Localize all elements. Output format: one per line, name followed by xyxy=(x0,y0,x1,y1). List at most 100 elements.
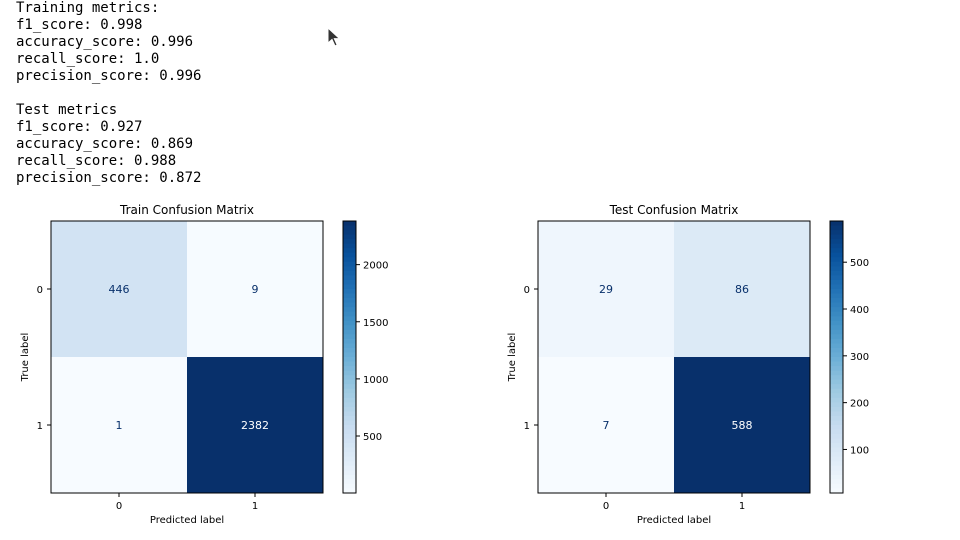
test-colorbar-segment xyxy=(830,352,843,358)
test-colorbar-segment xyxy=(830,447,843,453)
train-colorbar-segment xyxy=(343,311,356,317)
test-colorbar-segment xyxy=(830,470,843,476)
train-x-tick-label-1: 1 xyxy=(252,501,258,512)
train-colorbar-segment xyxy=(343,402,356,408)
train-colorbar-tick-label-2: 1500 xyxy=(363,318,388,329)
train-colorbar-segment xyxy=(343,284,356,290)
test-x-tick-label-0: 0 xyxy=(603,501,609,512)
test-colorbar-segment xyxy=(830,347,843,354)
test-colorbar-segment xyxy=(830,443,843,449)
train-colorbar-segment xyxy=(343,461,356,467)
cell-output: Training metrics: f1_score: 0.998 accuracy… xyxy=(16,0,201,187)
train-colorbar-segment xyxy=(343,465,356,471)
test-colorbar-segment xyxy=(830,225,843,231)
test-colorbar-segment xyxy=(830,379,843,385)
train-colorbar-segment xyxy=(343,438,356,444)
mouse-cursor-icon xyxy=(327,27,341,47)
test-colorbar-segment xyxy=(830,370,843,376)
test-colorbar-segment xyxy=(830,221,843,227)
train-colorbar-segment xyxy=(343,415,356,422)
test-colorbar-segment xyxy=(830,357,843,363)
train-colorbar-segment xyxy=(343,334,356,340)
train-colorbar-segment xyxy=(343,479,356,485)
train-colorbar-segment xyxy=(343,298,356,304)
test-colorbar-segment xyxy=(830,461,843,467)
test-colorbar-segment xyxy=(830,307,843,313)
train-colorbar-segment xyxy=(343,425,356,431)
test-colorbar-segment xyxy=(830,329,843,335)
train-colorbar-segment xyxy=(343,375,356,381)
test-cell-0-1 xyxy=(674,221,810,357)
train-colorbar-segment xyxy=(343,456,356,462)
test-matrix-title: Test Confusion Matrix xyxy=(609,203,739,217)
train-x-axis-label: Predicted label xyxy=(150,515,224,526)
train-colorbar-segment xyxy=(343,289,356,295)
train-colorbar-segment xyxy=(343,257,356,263)
train-colorbar-segment xyxy=(343,379,356,385)
train-colorbar-segment xyxy=(343,307,356,313)
train-colorbar-segment xyxy=(343,447,356,453)
test-colorbar-segment xyxy=(830,465,843,471)
test-colorbar-segment xyxy=(830,284,843,290)
train-colorbar-segment xyxy=(343,221,356,227)
test-colorbar-segment xyxy=(830,434,843,440)
train-colorbar-segment xyxy=(343,252,356,258)
test-y-tick-label-0: 0 xyxy=(524,285,530,296)
train-confusion-matrix: 446 9 1 2382 Train Confusion Matrix 0 1 0 1 Predi… xyxy=(20,203,388,526)
train-colorbar-segment xyxy=(343,488,356,494)
train-recall-line: recall_score: 1.0 xyxy=(16,51,160,67)
train-colorbar-segment xyxy=(343,234,356,240)
train-colorbar-segment xyxy=(343,483,356,490)
test-cell-1-0 xyxy=(538,357,674,493)
test-cell-value-0-0: 29 xyxy=(599,283,613,296)
train-colorbar-segment xyxy=(343,275,356,281)
train-colorbar-segment xyxy=(343,320,356,326)
train-colorbar-segment xyxy=(343,388,356,394)
test-colorbar-segment xyxy=(830,289,843,295)
test-colorbar-segment xyxy=(830,474,843,480)
train-cell-value-1-1: 2382 xyxy=(241,419,269,432)
test-colorbar-segment xyxy=(830,366,843,372)
train-colorbar-frame xyxy=(342,220,357,494)
train-colorbar-segment xyxy=(343,343,356,349)
train-colorbar-segment xyxy=(343,248,356,254)
test-colorbar-segment xyxy=(830,393,843,399)
test-colorbar-segment xyxy=(830,302,843,308)
train-colorbar-tick-label-3: 2000 xyxy=(363,261,388,272)
train-colorbar-segment xyxy=(343,420,356,426)
train-y-tick-label-1: 1 xyxy=(37,421,43,432)
train-cell-0-0 xyxy=(51,221,187,357)
test-colorbar-segment xyxy=(830,230,843,236)
train-colorbar-tick-label-1: 1000 xyxy=(363,375,388,386)
train-x-tick-label-0: 0 xyxy=(116,501,122,512)
test-colorbar-segment xyxy=(830,452,843,458)
train-cell-1-1 xyxy=(187,357,323,493)
train-colorbar-segment xyxy=(343,266,356,272)
train-colorbar-segment xyxy=(343,243,356,249)
train-colorbar-segment xyxy=(343,434,356,440)
train-f1-line: f1_score: 0.998 xyxy=(16,17,143,33)
test-colorbar-segment xyxy=(830,275,843,281)
test-colorbar-segment xyxy=(830,279,843,286)
train-colorbar-segment xyxy=(343,393,356,399)
test-colorbar-segment xyxy=(830,456,843,462)
test-colorbar-segment xyxy=(830,384,843,390)
test-colorbar-segment xyxy=(830,415,843,422)
train-colorbar-segment xyxy=(343,293,356,299)
train-matrix-title: Train Confusion Matrix xyxy=(119,203,254,217)
train-colorbar-segment xyxy=(343,406,356,412)
test-colorbar-segment xyxy=(830,316,843,322)
train-colorbar-segment xyxy=(343,361,356,367)
test-colorbar-segment xyxy=(830,338,843,344)
train-axes-frame xyxy=(50,220,324,494)
train-colorbar-segment xyxy=(343,338,356,344)
train-colorbar-segment xyxy=(343,230,356,236)
test-colorbar-segment xyxy=(830,361,843,367)
test-colorbar-segment xyxy=(830,325,843,331)
train-metrics-header: Training metrics: xyxy=(16,0,160,16)
train-colorbar-segment xyxy=(343,429,356,435)
train-colorbar-segment xyxy=(343,225,356,231)
test-cell-value-1-0: 7 xyxy=(603,419,610,432)
test-colorbar-segment xyxy=(830,429,843,435)
